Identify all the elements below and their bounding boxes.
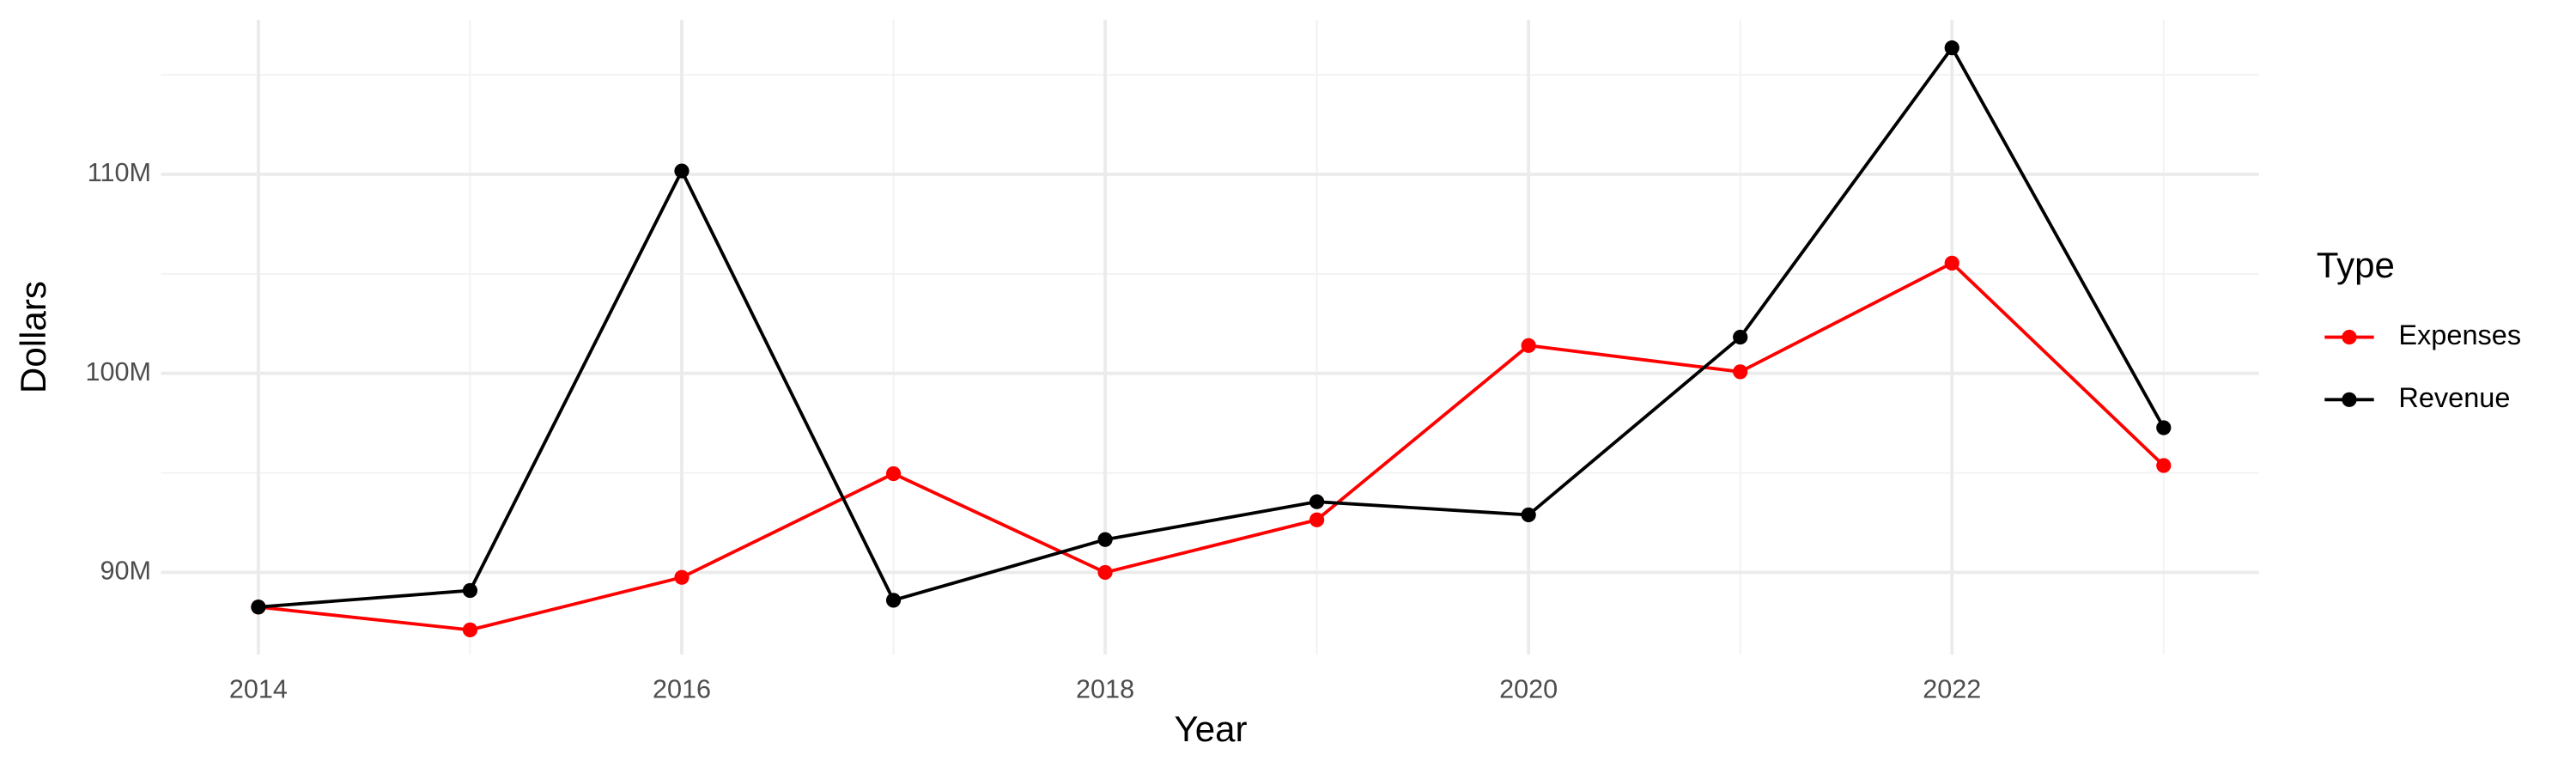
x-tick-label: 2016 [653,674,711,703]
y-tick-label: 110M [88,158,151,187]
data-point [885,466,902,482]
data-point [1521,338,1536,353]
data-point [1944,40,1959,56]
data-point [885,593,902,608]
legend-key-point [2342,329,2357,345]
data-point [2156,458,2172,473]
data-point [251,600,266,615]
y-tick-label: 90M [100,557,151,586]
data-point [2156,420,2172,435]
data-point [1097,532,1113,547]
y-tick-label: 100M [85,357,151,386]
legend-label: Expenses [2398,320,2521,350]
data-point [1309,494,1325,509]
data-point [1733,364,1748,380]
x-tick-label: 2014 [229,674,288,703]
x-tick-label: 2018 [1076,674,1134,703]
legend-key-point [2342,392,2357,407]
legend-title: Type [2317,245,2395,285]
data-point [1944,255,1959,271]
x-tick-label: 2022 [1923,674,1981,703]
series-line [258,261,2166,632]
data-point [462,622,478,638]
data-point [1309,512,1325,527]
data-point [1521,507,1536,523]
data-point [1097,564,1113,581]
x-axis-title: Year [1175,709,1248,749]
data-point [1733,329,1748,345]
data-point [674,569,690,585]
data-point [674,163,690,179]
legend-label: Revenue [2398,382,2510,413]
data-point [462,582,478,599]
x-tick-label: 2020 [1499,674,1558,703]
series-line [258,45,2166,609]
y-axis-title: Dollars [13,281,53,393]
